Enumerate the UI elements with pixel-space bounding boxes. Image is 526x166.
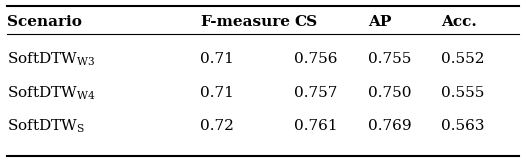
Text: 0.72: 0.72 [200,119,234,133]
Text: 0.755: 0.755 [368,52,411,66]
Text: 0.555: 0.555 [441,86,484,100]
Text: 0.750: 0.750 [368,86,411,100]
Text: 0.552: 0.552 [441,52,484,66]
Text: 0.756: 0.756 [295,52,338,66]
Text: Acc.: Acc. [441,15,477,29]
Text: 0.757: 0.757 [295,86,338,100]
Text: 0.769: 0.769 [368,119,411,133]
Text: SoftDTW$_{\mathregular{W4}}$: SoftDTW$_{\mathregular{W4}}$ [7,84,95,102]
Text: SoftDTW$_{\mathregular{S}}$: SoftDTW$_{\mathregular{S}}$ [7,117,85,135]
Text: 0.71: 0.71 [200,86,234,100]
Text: F-measure: F-measure [200,15,290,29]
Text: 0.71: 0.71 [200,52,234,66]
Text: 0.563: 0.563 [441,119,484,133]
Text: CS: CS [295,15,318,29]
Text: 0.761: 0.761 [295,119,338,133]
Text: Scenario: Scenario [7,15,82,29]
Text: AP: AP [368,15,391,29]
Text: SoftDTW$_{\mathregular{W3}}$: SoftDTW$_{\mathregular{W3}}$ [7,50,95,68]
